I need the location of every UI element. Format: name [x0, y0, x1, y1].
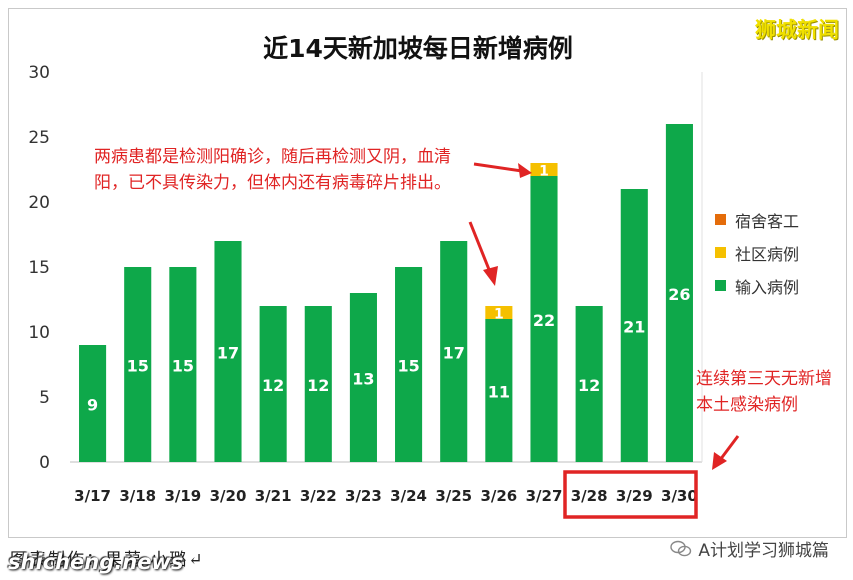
x-tick-label: 3/21: [255, 487, 292, 505]
legend-swatch-community: [715, 247, 726, 258]
x-tick-label: 3/22: [300, 487, 337, 505]
arrow-to-highlight: [712, 435, 740, 470]
x-tick-label: 3/19: [164, 487, 201, 505]
legend-label-imported: 输入病例: [735, 277, 800, 297]
bar-imported: [395, 267, 423, 462]
bar-imported: [214, 241, 242, 462]
bar-imported: [665, 124, 693, 462]
x-tick-label: 3/24: [390, 487, 427, 505]
wechat-icon: [670, 540, 692, 556]
bar-imported: [349, 293, 377, 462]
x-tick-label: 3/20: [210, 487, 247, 505]
x-tick-label: 3/29: [616, 487, 653, 505]
bar-imported: [259, 306, 287, 462]
footer-credit: 图表制作：果蒻·小璐↵: [10, 550, 205, 570]
bar-data-label: 12: [262, 376, 284, 395]
legend-item-community: 社区病例: [715, 236, 799, 269]
legend-swatch-imported: [715, 280, 726, 291]
arrow-to-3-26: [468, 221, 498, 286]
x-tick-label: 3/18: [119, 487, 156, 505]
bar-data-label: 15: [127, 357, 149, 376]
bar-imported: [79, 345, 107, 462]
annotation-no-local-cases: 连续第三天无新增本土感染病例: [696, 369, 832, 415]
chart-title: 近14天新加坡每日新增病例: [263, 34, 573, 63]
bar-imported: [304, 306, 332, 462]
highlight-box: [563, 470, 698, 519]
chart-frame: [8, 8, 847, 538]
legend-label-dormitory: 宿舍客工: [735, 211, 800, 231]
bar-data-label: 12: [307, 376, 329, 395]
bar-data-label: 26: [668, 285, 690, 304]
x-tick-label: 3/30: [661, 487, 698, 505]
x-tick-label: 3/26: [480, 487, 517, 505]
y-tick-label: 5: [39, 388, 50, 408]
bar-data-label: 22: [533, 311, 555, 330]
bar-data-label: 15: [397, 357, 419, 376]
legend: 宿舍客工 社区病例 输入病例: [715, 203, 799, 302]
bar-data-label: 9: [87, 396, 98, 415]
y-tick-label: 15: [28, 258, 50, 278]
y-tick-label: 20: [28, 193, 50, 213]
bar-data-label: 15: [172, 357, 194, 376]
bar-data-label: 21: [623, 318, 645, 337]
x-tick-label: 3/25: [435, 487, 472, 505]
bar-data-label: 1: [494, 307, 504, 323]
footer-account-name: A计划学习狮城篇: [698, 541, 829, 561]
bar-imported: [124, 267, 152, 462]
footer-site-watermark: shicheng.news: [8, 550, 184, 574]
bar-imported: [575, 306, 603, 462]
y-tick-label: 0: [39, 453, 50, 473]
legend-swatch-dormitory: [715, 214, 726, 225]
bar-data-label: 17: [443, 344, 465, 363]
x-tick-label: 3/17: [74, 487, 111, 505]
footer-account: A计划学习狮城篇: [670, 536, 829, 561]
y-tick-label: 10: [28, 323, 50, 343]
annotation-positive-cases: 两病患都是检测阳确诊，随后再检测又阴，血清阳，已不具传染力，但体内还有病毒碎片排…: [94, 147, 451, 193]
bar-imported: [530, 176, 558, 462]
legend-item-dormitory: 宿舍客工: [715, 203, 799, 236]
bar-data-label: 11: [488, 383, 510, 402]
legend-item-imported: 输入病例: [715, 269, 799, 302]
bar-community: [530, 163, 558, 176]
bar-imported: [169, 267, 197, 462]
legend-label-community: 社区病例: [735, 244, 800, 264]
bar-imported: [440, 241, 468, 462]
bar-community: [485, 306, 513, 319]
y-tick-labels: 0 5 10 15 20 25 30: [28, 63, 50, 473]
x-tick-label: 3/27: [526, 487, 563, 505]
watermark-text: 狮城新闻: [755, 18, 839, 42]
bar-imported: [620, 189, 648, 462]
y-tick-label: 25: [28, 128, 50, 148]
bar-data-label: 1: [539, 164, 549, 180]
x-tick-labels: 3/17 3/18 3/19 3/20 3/21 3/22 3/23 3/24 3/25 3/26…: [74, 487, 698, 505]
y-tick-label: 30: [28, 63, 50, 83]
x-tick-label: 3/28: [571, 487, 608, 505]
arrow-to-3-27: [473, 162, 532, 178]
bar-data-label: 12: [578, 376, 600, 395]
bar-data-label: 17: [217, 344, 239, 363]
bar-imported: [485, 319, 513, 462]
bar-data-label: 13: [352, 370, 374, 389]
x-tick-label: 3/23: [345, 487, 382, 505]
